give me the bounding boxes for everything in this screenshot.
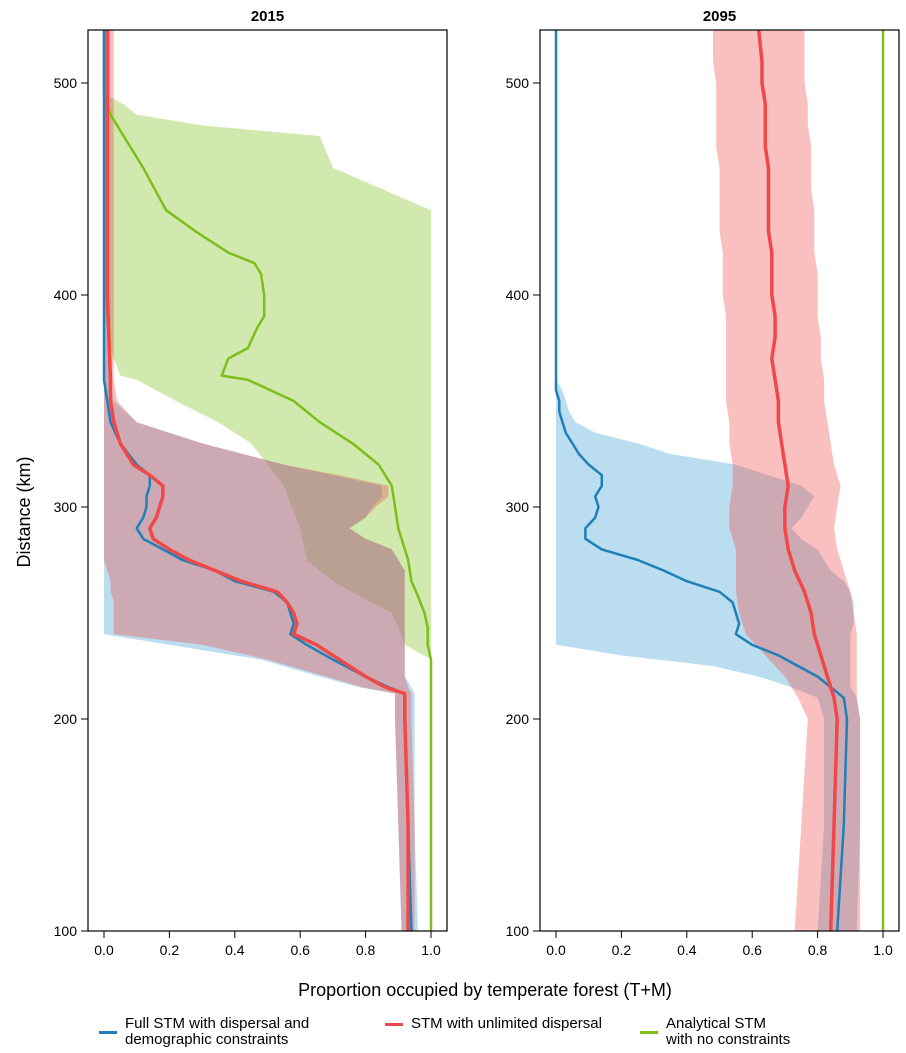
y-tick-label: 200: [506, 711, 530, 727]
x-tick-label: 0.6: [742, 942, 762, 958]
plot-area: [102, 30, 433, 931]
y-tick-label: 400: [506, 287, 530, 303]
legend-label-unlimited: STM with unlimited dispersal: [411, 1015, 602, 1032]
x-tick-label: 0.2: [612, 942, 632, 958]
plot-frame: [539, 29, 900, 932]
panel-title: 2015: [251, 8, 284, 25]
line-unlimited: [105, 30, 410, 931]
line-full: [554, 30, 849, 931]
legend-item-unlimited: STM with unlimited dispersal: [385, 1016, 602, 1032]
panel-title: 2095: [703, 8, 736, 25]
y-tick-label: 400: [54, 287, 78, 303]
y-tick-label: 500: [506, 75, 530, 91]
x-tick-label: 0.2: [160, 942, 180, 958]
x-tick-label: 1.0: [421, 942, 441, 958]
legend-label-analytical: Analytical STM with no constraints: [666, 1015, 791, 1048]
x-tick-label: 0.0: [546, 942, 566, 958]
x-tick-label: 0.0: [94, 942, 114, 958]
plot-frame: [87, 29, 448, 932]
y-tick-label: 100: [506, 923, 530, 939]
panel-2095: 2095 0.0 0.2 0.4 0.6 0.8 1.0 100 200 300 400 500: [506, 8, 900, 958]
y-tick-label: 100: [54, 923, 78, 939]
plot-area: [554, 30, 885, 931]
legend-item-full: Full STM with dispersal and demographic …: [99, 1016, 309, 1048]
chart-figure: 2015 0.0 0.2 0.4 0.6 0.8 1.0 100 200 300 400 500 20…: [14, 8, 900, 1000]
line-unlimited: [756, 30, 839, 931]
legend-swatch-analytical: [640, 1030, 658, 1034]
x-axis-label: Proportion occupied by temperate forest …: [298, 980, 672, 1000]
legend-swatch-full: [99, 1030, 117, 1034]
legend-swatch-unlimited: [385, 1022, 403, 1026]
legend: Full STM with dispersal and demographic …: [0, 1000, 906, 1053]
y-tick-label: 200: [54, 711, 78, 727]
line-analytical: [102, 30, 433, 931]
x-tick-label: 0.8: [356, 942, 376, 958]
y-tick-label: 300: [506, 499, 530, 515]
x-tick-label: 0.8: [808, 942, 828, 958]
y-axis-label: Distance (km): [14, 456, 34, 567]
x-tick-label: 0.4: [677, 942, 697, 958]
band-unlimited: [104, 30, 415, 931]
legend-item-analytical: Analytical STM with no constraints: [640, 1016, 790, 1048]
legend-label-full: Full STM with dispersal and demographic …: [125, 1015, 310, 1048]
band-analytical: [104, 30, 431, 931]
band-full: [556, 30, 861, 931]
x-tick-label: 0.4: [225, 942, 245, 958]
x-tick-label: 1.0: [873, 942, 893, 958]
y-tick-label: 300: [54, 499, 78, 515]
panel-2015: 2015 0.0 0.2 0.4 0.6 0.8 1.0 100 200 300 400 500: [54, 8, 448, 958]
band-full: [104, 30, 418, 931]
x-tick-label: 0.6: [290, 942, 310, 958]
y-tick-label: 500: [54, 75, 78, 91]
